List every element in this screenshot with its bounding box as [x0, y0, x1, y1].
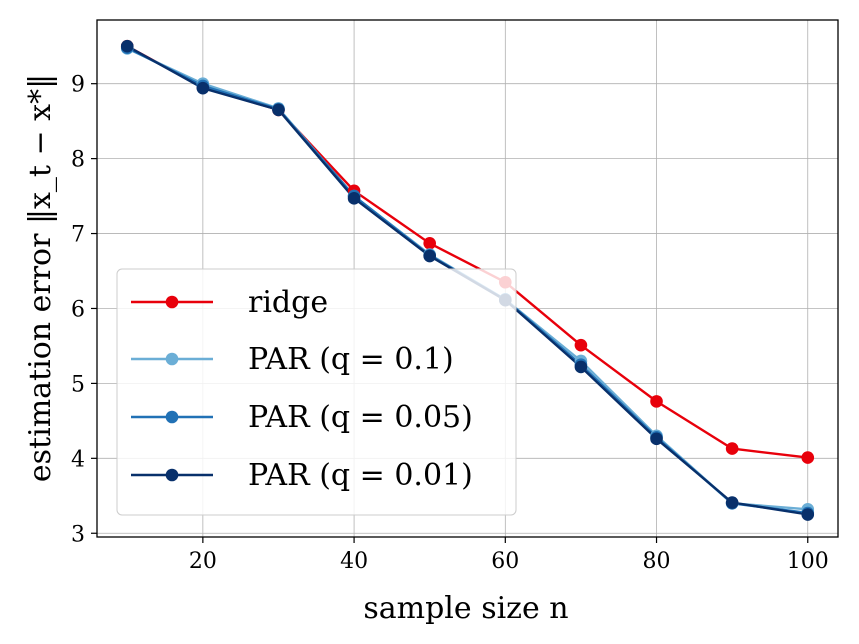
legend-marker [165, 295, 179, 309]
legend-marker [165, 352, 179, 366]
y-tick-label: 6 [71, 297, 85, 322]
data-point [423, 249, 436, 263]
data-point [423, 236, 436, 250]
data-point [725, 496, 739, 509]
data-point [650, 395, 663, 408]
data-point [801, 451, 815, 464]
legend: ridge PAR (q = 0.1) PAR (q = 0.05) PAR (q =… [116, 268, 517, 516]
legend-label: PAR (q = 0.1) [248, 342, 454, 377]
data-point [801, 508, 815, 521]
legend-box [116, 268, 517, 516]
y-tick-label: 3 [71, 522, 85, 547]
data-point [196, 81, 210, 95]
data-point [650, 432, 663, 446]
x-tick-label: 20 [189, 549, 217, 574]
y-tick-label: 4 [71, 447, 85, 472]
data-point [725, 442, 739, 455]
x-tick-label: 40 [340, 549, 368, 574]
legend-label: PAR (q = 0.05) [248, 400, 473, 435]
data-point [574, 338, 588, 352]
legend-entries: ridge PAR (q = 0.1) PAR (q = 0.05) PAR (q =… [131, 285, 473, 493]
x-tick-label: 100 [787, 549, 829, 574]
legend-marker [165, 410, 179, 424]
data-point [272, 103, 285, 117]
x-tick-label: 60 [491, 549, 519, 574]
y-tick-label: 5 [71, 372, 85, 397]
x-tick-label: 80 [643, 549, 671, 574]
ticks: 20 40 60 80 100 3 4 5 6 7 8 9 [71, 73, 829, 574]
y-tick-label: 7 [71, 223, 85, 248]
y-axis-label: estimation error ‖x_t − x*‖ [23, 74, 58, 482]
legend-marker [165, 468, 179, 482]
data-point [574, 360, 588, 374]
y-tick-label: 9 [71, 73, 85, 98]
legend-label: ridge [248, 285, 328, 320]
data-point [347, 192, 361, 205]
x-axis-label: sample size n [363, 591, 568, 626]
y-tick-label: 8 [71, 148, 85, 173]
data-point [120, 39, 134, 53]
plot-frame [96, 19, 839, 538]
legend-label: PAR (q = 0.01) [248, 458, 473, 493]
